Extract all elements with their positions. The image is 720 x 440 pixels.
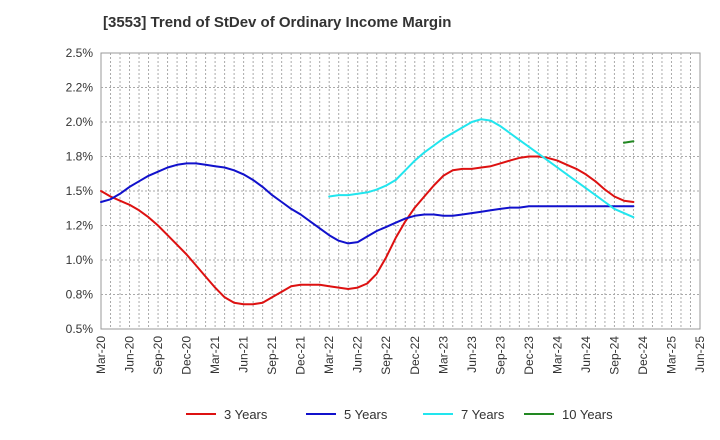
- y-axis-ticks: 0.5% 0.8% 1.0% 1.2% 1.5% 1.8% 2.0% 2.2% 2.5%: [66, 46, 94, 336]
- x-tick-label: Dec-22: [408, 336, 422, 375]
- x-tick-label: Jun-24: [579, 336, 593, 373]
- x-tick-label: Jun-25: [693, 336, 707, 373]
- legend-label: 3 Years: [224, 407, 268, 422]
- legend: 3 Years 5 Years 7 Years 10 Years: [186, 407, 613, 422]
- x-tick-label: Sep-24: [607, 336, 621, 375]
- x-tick-label: Dec-24: [636, 336, 650, 375]
- series-line-10-years: [622, 140, 635, 144]
- x-tick-label: Dec-23: [522, 336, 536, 375]
- x-tick-label: Sep-20: [151, 336, 165, 375]
- y-tick-label: 1.5%: [66, 184, 94, 198]
- x-tick-label: Mar-24: [550, 336, 564, 374]
- x-tick-label: Sep-22: [379, 336, 393, 375]
- x-tick-label: Dec-21: [294, 336, 308, 375]
- x-tick-label: Jun-21: [237, 336, 251, 373]
- x-tick-label: Dec-20: [180, 336, 194, 375]
- x-axis-ticks: Mar-20 Jun-20 Sep-20 Dec-20 Mar-21 Jun-21 Sep-…: [94, 336, 707, 375]
- x-tick-label: Mar-21: [208, 336, 222, 374]
- series-line-5-years: [100, 162, 635, 245]
- y-tick-label: 2.0%: [66, 115, 94, 129]
- series-lines: [100, 118, 635, 306]
- legend-label: 10 Years: [562, 407, 613, 422]
- x-tick-label: Jun-20: [123, 336, 137, 373]
- chart-title: [3553] Trend of StDev of Ordinary Income…: [103, 14, 452, 31]
- legend-label: 7 Years: [461, 407, 505, 422]
- y-tick-label: 0.8%: [66, 288, 94, 302]
- y-tick-label: 1.2%: [66, 219, 94, 233]
- x-tick-label: Jun-23: [465, 336, 479, 373]
- x-tick-label: Mar-22: [322, 336, 336, 374]
- x-tick-label: Sep-23: [493, 336, 507, 375]
- y-tick-label: 2.2%: [66, 81, 94, 95]
- y-tick-label: 2.5%: [66, 46, 94, 60]
- x-tick-label: Mar-23: [436, 336, 450, 374]
- grid-lines: [101, 53, 700, 329]
- x-tick-label: Mar-20: [94, 336, 108, 374]
- y-tick-label: 1.0%: [66, 253, 94, 267]
- y-tick-label: 1.8%: [66, 150, 94, 164]
- plot-area: [100, 52, 701, 330]
- series-line-7-years: [328, 118, 635, 219]
- x-tick-label: Sep-21: [265, 336, 279, 375]
- x-tick-label: Mar-25: [664, 336, 678, 374]
- x-tick-label: Jun-22: [351, 336, 365, 373]
- legend-label: 5 Years: [344, 407, 388, 422]
- y-tick-label: 0.5%: [66, 322, 94, 336]
